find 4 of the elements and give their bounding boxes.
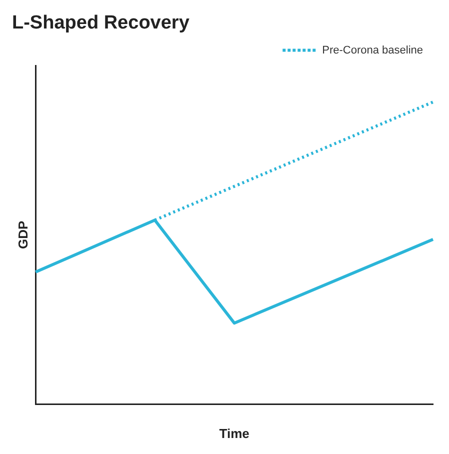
- chart-title: L-Shaped Recovery: [12, 12, 190, 34]
- legend-label: Pre-Corona baseline: [322, 44, 423, 56]
- x-axis-title: Time: [219, 426, 250, 441]
- y-axis-title: GDP: [15, 220, 30, 249]
